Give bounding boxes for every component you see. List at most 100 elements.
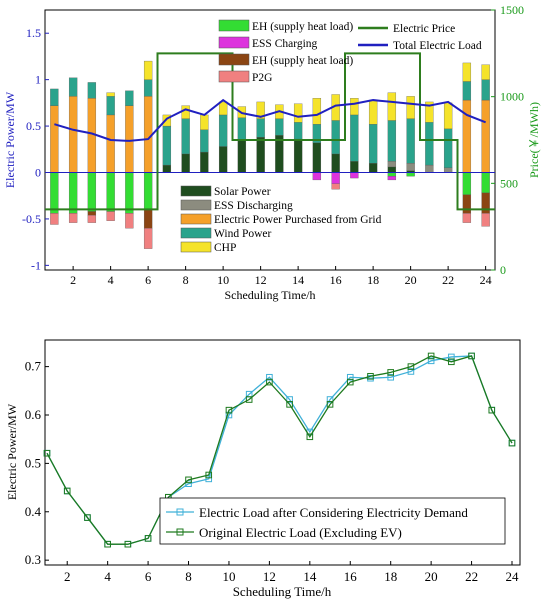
- point-1-21: [448, 353, 455, 361]
- x-tick-label-18: 18: [367, 273, 379, 287]
- legend-label-2: Original Electric Load (Excluding EV): [199, 525, 402, 540]
- legend-swatch-ess-discharging: [180, 199, 212, 211]
- bar-ess-discharging-20: [406, 163, 415, 171]
- point-1-8: [185, 480, 192, 488]
- x-tick-label-8: 8: [183, 273, 189, 287]
- point-2-10: [225, 406, 233, 414]
- bar-chp-24: [481, 64, 490, 80]
- point-2-15: [326, 401, 334, 408]
- legend-swatch-p2g-3: [218, 70, 250, 83]
- point-2-5: [124, 540, 132, 548]
- chart-2-y-axis-label: Electric Power/MW: [5, 403, 19, 500]
- chart-2-x-ticks: 2 4 6 8 10 12 14 16 18 20 22 24: [64, 561, 519, 584]
- bar-wind-power-24: [481, 79, 490, 101]
- point-1-9: [205, 475, 213, 483]
- bar-ess-charging-16: [331, 172, 340, 184]
- legend-marker-1: [176, 508, 184, 516]
- point-2-6: [144, 535, 152, 542]
- bar-wind-power-23: [462, 81, 472, 101]
- legend-swatch-ess-charging-1: [218, 36, 250, 49]
- y-tick-label-0-6: 0.6: [25, 407, 42, 422]
- y-tick-label-0-5: 0.5: [26, 119, 41, 133]
- point-2-8: [185, 476, 192, 484]
- bar-solar-power-11: [237, 139, 247, 173]
- x-tick-label-2: 2: [64, 569, 71, 584]
- bar-ess-charging-17: [350, 172, 359, 179]
- legend-label-1: Electric Load after Considering Electric…: [199, 505, 468, 520]
- point-1-18: [387, 373, 394, 381]
- bar-wind-power-13: [275, 118, 284, 136]
- bar-wind-power-18: [368, 124, 378, 164]
- chart-1-x-ticks: 2 4 6 8 10 12 14 16 18 20 22 24: [70, 266, 492, 287]
- electric-price-line: [45, 52, 495, 211]
- point-2-20: [427, 352, 435, 360]
- x-tick-label-24: 24: [506, 569, 520, 584]
- bar-eh-supply-heat-load-23: [462, 194, 472, 214]
- bar-wind-power-7: [162, 125, 172, 166]
- bar-solar-power-15: [312, 142, 322, 173]
- legend-swatch-eh-supply-heat-load-2: [218, 53, 250, 66]
- bar-wind-power-20: [406, 118, 415, 164]
- chart-2-plot-frame: [44, 339, 521, 566]
- bar-p2g-5: [125, 213, 134, 229]
- chart-2-y-ticks: 0.3 0.4 0.5 0.6 0.7: [25, 359, 49, 567]
- legend-label-ess-charging-1: ESS Charging: [252, 38, 318, 50]
- point-2-2: [63, 487, 71, 495]
- bar-wind-power-10: [218, 114, 228, 147]
- line-original-electric-load-excluding-ev: [46, 355, 513, 545]
- bar-wind-power-4: [106, 96, 115, 116]
- bar-electric-power-purchased-from-grid-24: [481, 99, 490, 173]
- legend-label-ess-discharging: ESS Discharging: [214, 200, 293, 212]
- bar-wind-power-16: [331, 120, 340, 155]
- bar-ess-charging-15: [312, 172, 322, 181]
- chart-1-y-axis-label: Electric Power/MW: [3, 91, 17, 188]
- x-tick-label-20: 20: [425, 569, 438, 584]
- point-1-15: [326, 396, 334, 403]
- legend-swatch-eh-supply-heat-load-0: [218, 19, 250, 32]
- bar-chp-18: [368, 99, 378, 125]
- bar-electric-power-purchased-from-grid-6: [143, 96, 153, 173]
- bar-wind-power-22: [443, 128, 453, 169]
- point-2-21: [448, 358, 455, 366]
- bar-wind-power-21: [425, 122, 434, 166]
- bar-chp-14: [293, 103, 303, 123]
- bar-wind-power-17: [350, 114, 359, 162]
- chart-1-y-ticks: -1 -0.5 0 0.5 1 1.5: [22, 26, 49, 272]
- point-2-4: [104, 540, 111, 548]
- bar-eh-supply-heat-load-20: [406, 172, 415, 177]
- bar-chp-12: [256, 101, 265, 119]
- chart-1-y2-axis-label: Price(￥/MWh): [527, 102, 541, 178]
- y2-tick-label-500: 500: [500, 176, 518, 190]
- bar-p2g-1: [50, 213, 59, 225]
- legend-label-electric-price: Electric Price: [393, 23, 455, 35]
- x-tick-label-6: 6: [145, 569, 152, 584]
- bar-chp-6: [143, 60, 153, 80]
- point-2-17: [367, 372, 374, 380]
- bar-wind-power-11: [237, 117, 247, 141]
- legend-label-electric-power-purchased-from-grid: Electric Power Purchased from Grid: [214, 214, 382, 226]
- bar-chp-9: [200, 114, 209, 130]
- chart-1-legend: EH (supply heat load) ESS Charging EH (sup…: [180, 19, 482, 254]
- legend-box: [159, 497, 506, 545]
- bar-chp-23: [462, 62, 472, 82]
- point-2-3: [84, 514, 91, 521]
- bar-electric-power-purchased-from-grid-5: [125, 105, 134, 173]
- legend-label-p2g-3: P2G: [252, 72, 272, 84]
- bar-wind-power-12: [256, 118, 265, 138]
- legend-label-eh-supply-heat-load-0: EH (supply heat load): [252, 21, 353, 33]
- point-2-14: [306, 433, 314, 441]
- bar-wind-power-6: [143, 79, 153, 97]
- bar-wind-power-9: [200, 129, 209, 153]
- x-tick-label-14: 14: [303, 569, 317, 584]
- point-2-1: [43, 449, 51, 457]
- point-1-19: [407, 368, 415, 375]
- y-tick-label-0: 0: [35, 166, 41, 180]
- bar-chp-10: [218, 101, 228, 116]
- bar-ess-discharging-22: [443, 167, 453, 173]
- bar-solar-power-9: [200, 151, 209, 173]
- x-tick-label-12: 12: [255, 273, 267, 287]
- x-tick-label-10: 10: [217, 273, 229, 287]
- bar-p2g-24: [481, 213, 490, 227]
- bar-solar-power-19: [387, 166, 397, 173]
